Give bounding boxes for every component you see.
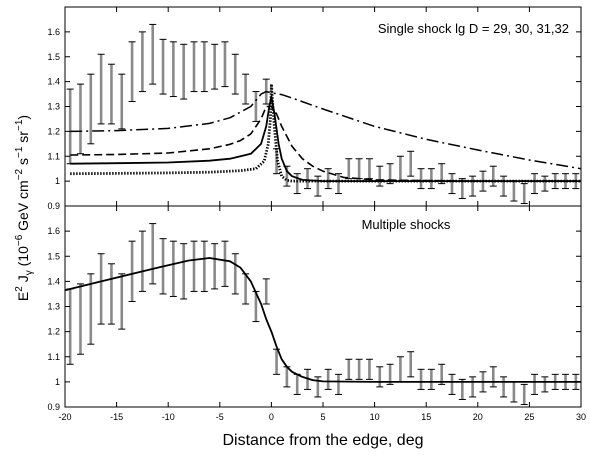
bottom-x-tick-label: -10 (162, 412, 175, 422)
bottom-x-tick-label: -5 (216, 412, 224, 422)
bottom-y-tick-label: 0.9 (47, 402, 60, 412)
y-label-sr: sr (15, 131, 31, 147)
y-label-exp-energy: 2 (14, 286, 25, 292)
y-label-s: s (15, 158, 31, 169)
y-label-sub-gamma: γ (24, 270, 35, 275)
top-annotation: Single shock lg D = 29, 30, 31,32 (378, 21, 569, 36)
bottom-panel: -20 -15 -10 -5 0 5 10 15 20 25 30 0.9 1 1.1 1.2 1.3 1.4 1… (47, 205, 586, 422)
top-y-tick-label: 1.4 (47, 77, 60, 87)
top-y-tick-label: 1.2 (47, 126, 60, 136)
x-axis-label: Distance from the edge, deg (222, 432, 423, 449)
bottom-x-tick-label: 20 (473, 412, 483, 422)
top-y-tick-label: 1 (55, 176, 60, 186)
bottom-x-tick-label: 0 (269, 412, 274, 422)
bottom-y-tick-label: 1.3 (47, 302, 60, 312)
y-label-exp-ten: −6 (14, 234, 25, 246)
y-label-exp-sr: −1 (14, 119, 25, 131)
top-y-tick-label: 1.5 (47, 52, 60, 62)
y-axis-label: E2 Jγ (10−6 GeV cm−2 s−1 sr−1) (14, 115, 35, 301)
top-y-tick-label: 1.1 (47, 151, 60, 161)
top-y-tick-label: 0.9 (47, 201, 60, 211)
bottom-x-tick-label: 25 (524, 412, 534, 422)
top-curve-dotted (70, 82, 581, 183)
top-curve-dashed (70, 105, 581, 182)
bottom-x-tick-label: 5 (320, 412, 325, 422)
bottom-x-tick-label: 10 (370, 412, 380, 422)
y-label-paren-close: ) (15, 115, 31, 120)
bottom-y-tick-label: 1.2 (47, 327, 60, 337)
bottom-y-tick-label: 1.6 (47, 226, 60, 236)
top-y-tick-label: 1.6 (47, 27, 60, 37)
y-label-j: J (15, 275, 31, 286)
y-label-gev-cm: GeV cm (15, 180, 31, 234)
y-label-exp-cm: −2 (14, 168, 25, 180)
top-curve-dashdot (70, 90, 582, 170)
bottom-annotation: Multiple shocks (362, 217, 451, 232)
bottom-x-tick-label: 30 (576, 412, 586, 422)
bottom-curve-solid (64, 257, 581, 383)
y-label-exp-s: −1 (14, 146, 25, 158)
bottom-x-tick-label: 15 (421, 412, 431, 422)
top-panel: 0.9 1 1.1 1.2 1.3 1.4 1.5 1.6 Single shock lg D … (47, 6, 582, 211)
bottom-x-tick-label: -15 (110, 412, 123, 422)
bottom-y-tick-label: 1.5 (47, 251, 60, 261)
y-label-base: E (15, 292, 31, 301)
bottom-y-tick-label: 1.4 (47, 276, 60, 286)
bottom-y-tick-label: 1.1 (47, 352, 60, 362)
top-y-tick-label: 1.3 (47, 102, 60, 112)
bottom-y-tick-label: 1 (55, 377, 60, 387)
bottom-x-tick-label: -20 (58, 412, 71, 422)
y-label-paren-open: (10 (15, 246, 31, 270)
